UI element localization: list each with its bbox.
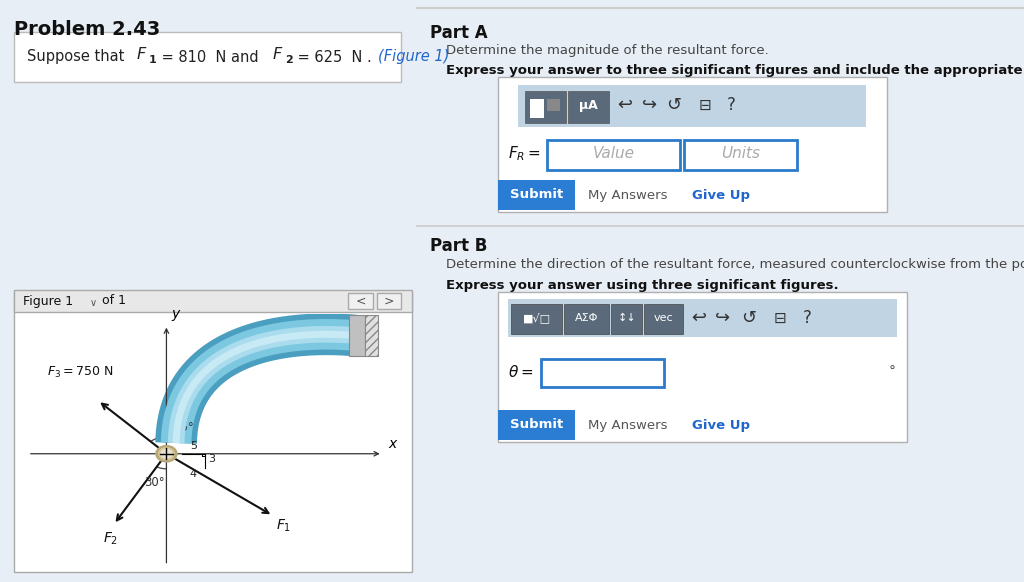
Text: Figure 1: Figure 1: [23, 294, 73, 307]
Text: <: <: [355, 294, 366, 307]
Text: = 810  N and: = 810 N and: [157, 49, 263, 65]
Text: ∨: ∨: [90, 298, 97, 308]
Bar: [547, 99, 560, 111]
Text: ■√□: ■√□: [522, 313, 551, 324]
Text: ⊟: ⊟: [698, 98, 711, 112]
Bar: [508, 299, 897, 337]
Bar: [349, 315, 365, 356]
Text: 4: 4: [189, 469, 197, 479]
FancyBboxPatch shape: [525, 91, 566, 123]
Text: 5: 5: [189, 441, 197, 450]
Text: Part B: Part B: [430, 237, 487, 255]
Circle shape: [159, 448, 174, 460]
FancyBboxPatch shape: [348, 293, 373, 309]
Text: (Figure 1): (Figure 1): [378, 49, 450, 65]
Text: $F_3 = 750$ N: $F_3 = 750$ N: [47, 364, 114, 379]
Text: $\theta =$: $\theta =$: [508, 364, 534, 380]
Text: ?: ?: [727, 96, 735, 114]
Circle shape: [156, 446, 177, 462]
Text: °: °: [889, 365, 896, 379]
Text: Submit: Submit: [510, 418, 563, 431]
FancyBboxPatch shape: [498, 292, 907, 442]
Text: Determine the magnitude of the resultant force.: Determine the magnitude of the resultant…: [446, 44, 769, 57]
Text: Give Up: Give Up: [692, 189, 751, 201]
Text: $\mathit{F}$: $\mathit{F}$: [272, 46, 284, 62]
Text: Part A: Part A: [430, 24, 487, 42]
Text: Suppose that: Suppose that: [27, 49, 129, 65]
Text: $y$: $y$: [171, 308, 181, 322]
Text: Units: Units: [721, 147, 760, 161]
Text: $x$: $x$: [388, 436, 398, 450]
Bar: [365, 315, 379, 356]
Circle shape: [161, 449, 172, 458]
Text: 3: 3: [209, 454, 216, 464]
Text: $F_R =$: $F_R =$: [508, 145, 541, 164]
Text: vec: vec: [653, 313, 674, 323]
FancyBboxPatch shape: [511, 304, 562, 334]
FancyBboxPatch shape: [14, 32, 401, 82]
Text: of 1: of 1: [102, 294, 126, 307]
Text: ↕↓: ↕↓: [617, 313, 636, 323]
Text: ΑΣΦ: ΑΣΦ: [575, 313, 598, 323]
Text: ⊟: ⊟: [774, 311, 786, 325]
Bar: [518, 85, 866, 127]
FancyBboxPatch shape: [498, 180, 575, 210]
Text: 1: 1: [148, 55, 157, 65]
Text: Give Up: Give Up: [692, 418, 751, 431]
Text: $F_2$: $F_2$: [103, 531, 119, 547]
FancyBboxPatch shape: [498, 77, 887, 212]
Bar: [530, 99, 544, 118]
FancyBboxPatch shape: [611, 304, 642, 334]
Text: Submit: Submit: [510, 189, 563, 201]
Text: 45°: 45°: [173, 421, 195, 434]
FancyBboxPatch shape: [377, 293, 401, 309]
Text: μΑ: μΑ: [580, 100, 598, 112]
Text: 30°: 30°: [144, 476, 165, 489]
FancyBboxPatch shape: [568, 91, 609, 123]
Text: = 625  N .: = 625 N .: [293, 49, 376, 65]
FancyBboxPatch shape: [644, 304, 683, 334]
Text: Express your answer to three significant figures and include the appropriate uni: Express your answer to three significant…: [446, 64, 1024, 77]
FancyBboxPatch shape: [564, 304, 609, 334]
Text: >: >: [384, 294, 394, 307]
Bar: [14, 290, 412, 312]
Text: ↺: ↺: [741, 309, 756, 327]
Text: ?: ?: [803, 309, 811, 327]
Text: $F_1$: $F_1$: [275, 518, 291, 534]
Text: ↩: ↩: [691, 309, 706, 327]
Text: 2: 2: [285, 55, 293, 65]
Text: ↩: ↩: [617, 96, 632, 114]
Text: Express your answer using three significant figures.: Express your answer using three signific…: [446, 279, 839, 292]
Text: ↪: ↪: [642, 96, 656, 114]
Text: Determine the direction of the resultant force, measured counterclockwise from t: Determine the direction of the resultant…: [446, 258, 1024, 271]
FancyBboxPatch shape: [498, 410, 575, 440]
Text: $\mathit{F}$: $\mathit{F}$: [136, 46, 147, 62]
FancyBboxPatch shape: [14, 292, 412, 572]
Text: ↺: ↺: [667, 96, 681, 114]
Text: Problem 2.43: Problem 2.43: [14, 20, 161, 39]
Text: My Answers: My Answers: [588, 189, 668, 201]
FancyBboxPatch shape: [541, 359, 664, 387]
Text: Value: Value: [592, 147, 635, 161]
FancyBboxPatch shape: [684, 140, 797, 170]
Text: My Answers: My Answers: [588, 418, 668, 431]
FancyBboxPatch shape: [547, 140, 680, 170]
Text: ↪: ↪: [716, 309, 730, 327]
